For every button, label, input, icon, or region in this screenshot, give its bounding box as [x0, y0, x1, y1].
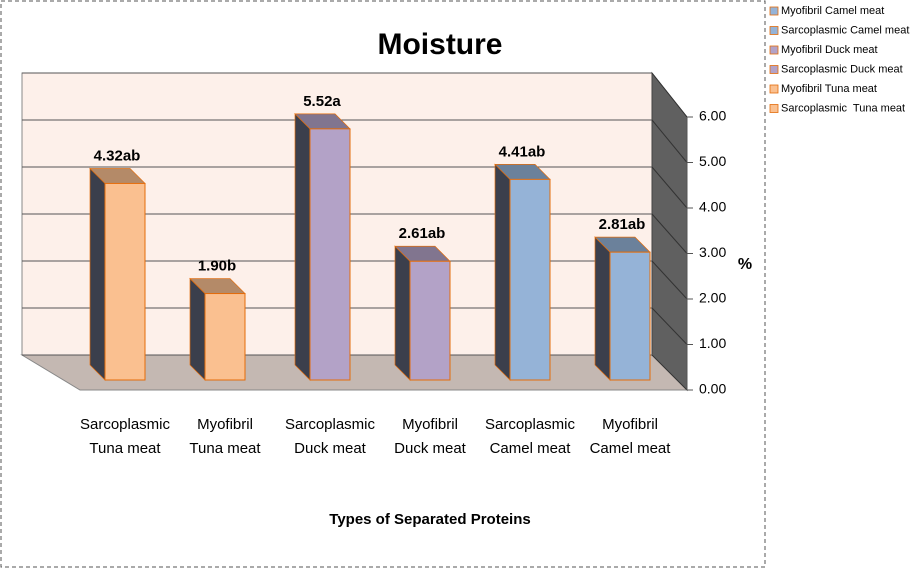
legend-label: Sarcoplasmic Tuna meat: [781, 102, 905, 114]
bar-side: [89, 167, 106, 381]
y-tick-label: 0.00: [699, 381, 726, 397]
x-tick-label: Tuna meat: [189, 440, 261, 457]
grid-line: [651, 354, 688, 391]
legend-swatch: [769, 104, 779, 113]
value-label: 2.61ab: [399, 225, 446, 242]
grid-line: [651, 260, 688, 300]
grid-line: [651, 72, 688, 118]
legend-label: Myofibril Tuna meat: [781, 83, 877, 95]
bar-side: [294, 112, 311, 381]
value-label: 4.41ab: [499, 143, 546, 160]
chart-border: [0, 0, 766, 568]
bar: [609, 251, 651, 381]
value-label: 4.32ab: [94, 147, 141, 164]
bar: [409, 260, 451, 381]
y-tick-label: 2.00: [699, 290, 726, 306]
grid-line: [651, 166, 688, 209]
x-tick-label: Myofibril: [197, 416, 253, 433]
bar-side: [594, 236, 611, 381]
x-tick-label: Sarcoplasmic: [285, 416, 376, 433]
value-label: 1.90b: [198, 258, 236, 275]
legend-label: Myofibril Duck meat: [781, 44, 878, 56]
x-tick-label: Duck meat: [294, 440, 367, 457]
grid-line: [651, 213, 688, 254]
legend-swatch: [769, 65, 779, 74]
y-tick-label: 3.00: [699, 244, 726, 260]
x-tick-label: Sarcoplasmic: [485, 416, 576, 433]
legend-swatch: [769, 84, 779, 94]
bar-side: [394, 245, 411, 381]
y-tick-label: 6.00: [699, 108, 726, 124]
bar: [104, 182, 146, 381]
legend-label: Sarcoplasmic Camel meat: [781, 24, 909, 36]
x-tick-label: Tuna meat: [89, 440, 161, 457]
chart-title: Moisture: [377, 28, 502, 61]
x-axis-label: Types of Separated Proteins: [329, 511, 530, 528]
grid-line: [651, 119, 688, 163]
x-tick-label: Camel meat: [590, 440, 672, 457]
bar: [309, 128, 351, 381]
legend-swatch: [769, 45, 779, 55]
value-label: 5.52a: [303, 93, 341, 110]
x-tick-label: Sarcoplasmic: [80, 416, 171, 433]
side-wall: [651, 71, 688, 392]
bar: [509, 178, 551, 381]
legend-label: Sarcoplasmic Duck meat: [781, 63, 903, 75]
x-tick-label: Duck meat: [394, 440, 467, 457]
y-tick-label: 4.00: [699, 199, 726, 215]
bar-side: [494, 163, 511, 381]
y-tick-label: 5.00: [699, 153, 726, 169]
legend-label: Myofibril Camel meat: [781, 5, 884, 17]
x-tick-label: Camel meat: [490, 440, 572, 457]
value-label: 2.81ab: [599, 216, 646, 233]
x-tick-label: Myofibril: [402, 416, 458, 433]
grid-line: [651, 307, 688, 345]
bar: [204, 293, 246, 381]
legend-swatch: [769, 26, 779, 35]
bar-side: [189, 277, 206, 381]
legend-swatch: [769, 6, 779, 16]
y-axis-label: %: [738, 256, 752, 273]
y-tick-label: 1.00: [699, 335, 726, 351]
x-tick-label: Myofibril: [602, 416, 658, 433]
